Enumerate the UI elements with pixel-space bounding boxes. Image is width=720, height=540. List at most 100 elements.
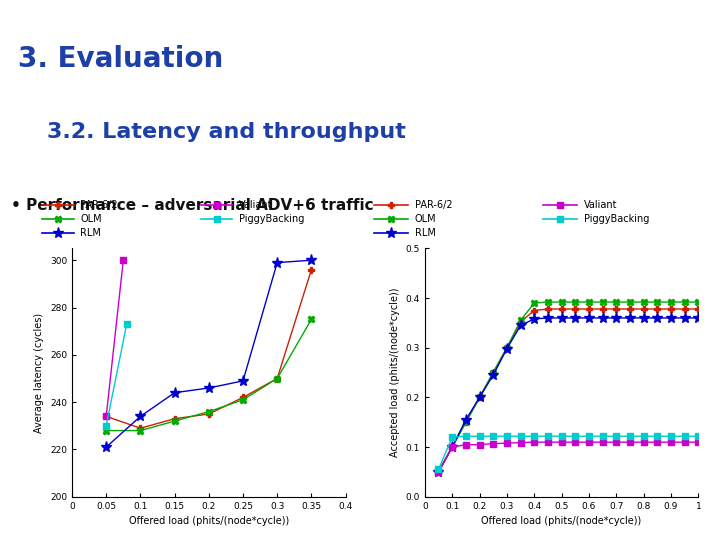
RLM xyxy=(653,315,662,321)
PAR-6/2 xyxy=(136,425,145,431)
Valiant xyxy=(612,439,621,446)
PiggyBacking xyxy=(448,434,456,441)
Text: OLM: OLM xyxy=(81,214,102,224)
RLM xyxy=(571,315,580,321)
Text: 3. Evaluation: 3. Evaluation xyxy=(18,45,223,73)
OLM xyxy=(448,444,456,450)
OLM xyxy=(462,419,470,426)
RLM xyxy=(238,377,248,384)
PAR-6/2 xyxy=(273,375,282,382)
PiggyBacking xyxy=(667,433,675,440)
OLM xyxy=(557,299,566,305)
Text: PAR-6/2: PAR-6/2 xyxy=(415,200,452,210)
Text: PiggyBacking: PiggyBacking xyxy=(584,214,649,224)
Valiant xyxy=(475,441,484,448)
PiggyBacking xyxy=(544,433,552,440)
PAR-6/2 xyxy=(653,306,662,312)
RLM xyxy=(448,444,456,450)
Text: • Performance – adversarial ADV+6 traffic: • Performance – adversarial ADV+6 traffi… xyxy=(11,198,374,213)
PiggyBacking xyxy=(694,433,703,440)
PiggyBacking xyxy=(475,433,484,440)
PiggyBacking xyxy=(434,466,443,472)
OLM xyxy=(639,299,648,305)
Valiant xyxy=(448,444,456,450)
OLM xyxy=(136,427,145,434)
Line: OLM: OLM xyxy=(103,316,315,434)
OLM xyxy=(598,299,607,305)
PiggyBacking xyxy=(489,433,498,440)
RLM xyxy=(434,469,443,475)
PAR-6/2 xyxy=(516,319,525,325)
Text: PAR-6/2: PAR-6/2 xyxy=(81,200,118,210)
RLM xyxy=(503,346,511,352)
PiggyBacking xyxy=(462,433,470,440)
OLM xyxy=(544,299,552,305)
PiggyBacking xyxy=(102,423,111,429)
PAR-6/2 xyxy=(448,444,456,450)
PAR-6/2 xyxy=(170,415,179,422)
PAR-6/2 xyxy=(238,394,248,401)
Valiant xyxy=(667,439,675,446)
RLM xyxy=(475,394,484,401)
PAR-6/2 xyxy=(462,419,470,426)
Text: 3.2. Latency and throughput: 3.2. Latency and throughput xyxy=(47,122,405,141)
Valiant xyxy=(503,440,511,447)
OLM xyxy=(273,375,282,382)
RLM xyxy=(557,315,566,321)
Line: Valiant: Valiant xyxy=(435,438,702,475)
PAR-6/2 xyxy=(571,306,580,312)
PAR-6/2 xyxy=(544,306,552,312)
OLM xyxy=(694,299,703,305)
Line: PiggyBacking: PiggyBacking xyxy=(103,321,130,429)
PAR-6/2 xyxy=(434,469,443,475)
RLM xyxy=(307,257,315,264)
RLM xyxy=(530,316,539,322)
OLM xyxy=(516,317,525,323)
Valiant xyxy=(489,441,498,447)
Line: OLM: OLM xyxy=(435,299,702,475)
OLM xyxy=(238,396,248,403)
Valiant xyxy=(680,439,689,446)
PiggyBacking xyxy=(626,433,634,440)
PAR-6/2 xyxy=(530,307,539,314)
RLM xyxy=(667,315,675,321)
Valiant xyxy=(119,257,127,264)
PAR-6/2 xyxy=(680,306,689,312)
RLM xyxy=(273,259,282,266)
PiggyBacking xyxy=(557,433,566,440)
Valiant xyxy=(585,439,593,446)
PAR-6/2 xyxy=(585,306,593,312)
OLM xyxy=(653,299,662,305)
Valiant xyxy=(626,439,634,446)
PiggyBacking xyxy=(516,433,525,440)
Valiant xyxy=(544,439,552,446)
PiggyBacking xyxy=(680,433,689,440)
PiggyBacking xyxy=(598,433,607,440)
PAR-6/2 xyxy=(503,345,511,351)
X-axis label: Offered load (phits/(node*cycle)): Offered load (phits/(node*cycle)) xyxy=(129,516,289,526)
RLM xyxy=(102,444,111,450)
Text: OLM: OLM xyxy=(415,214,436,224)
RLM xyxy=(680,315,689,321)
Line: PAR-6/2: PAR-6/2 xyxy=(435,306,702,475)
Y-axis label: Accepted load (phits/(node*cycle)): Accepted load (phits/(node*cycle)) xyxy=(390,288,400,457)
RLM xyxy=(136,413,145,420)
Text: Valiant: Valiant xyxy=(584,200,617,210)
OLM xyxy=(680,299,689,305)
PAR-6/2 xyxy=(639,306,648,312)
OLM xyxy=(489,369,498,376)
RLM xyxy=(489,372,498,379)
RLM xyxy=(544,315,552,321)
Text: PiggyBacking: PiggyBacking xyxy=(239,214,304,224)
Text: 20: 20 xyxy=(683,8,702,22)
RLM xyxy=(626,315,634,321)
PAR-6/2 xyxy=(489,369,498,376)
OLM xyxy=(612,299,621,305)
Valiant xyxy=(571,439,580,446)
PAR-6/2 xyxy=(102,413,111,420)
OLM xyxy=(667,299,675,305)
Y-axis label: Average latency (cycles): Average latency (cycles) xyxy=(35,313,45,433)
OLM xyxy=(307,316,315,322)
PAR-6/2 xyxy=(694,306,703,312)
PAR-6/2 xyxy=(307,266,315,273)
